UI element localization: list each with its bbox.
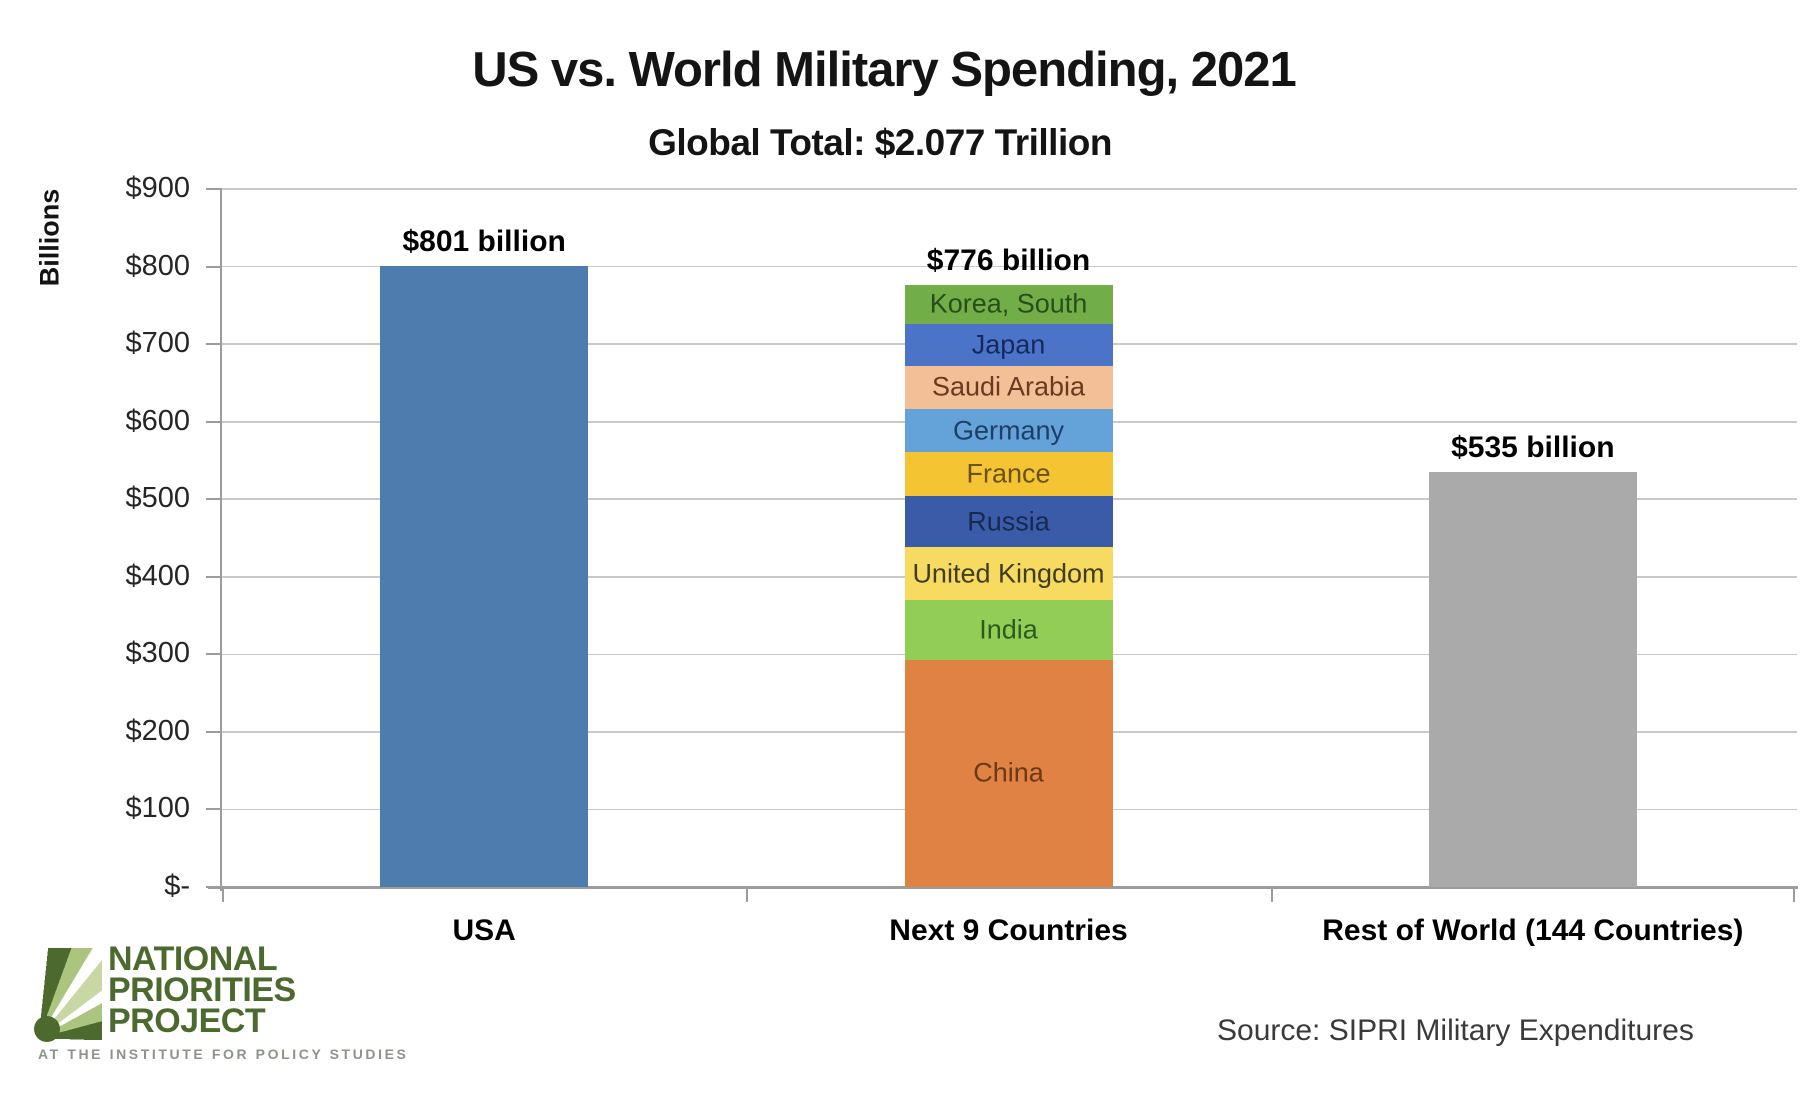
x-category-label: Next 9 Countries (889, 914, 1128, 947)
bar-segment-india: India (904, 600, 1113, 660)
npp-logo-line2: PRIORITIES (108, 971, 296, 1009)
gridline (222, 265, 1797, 268)
y-tick (206, 265, 222, 268)
y-tick (206, 575, 222, 578)
bar-segment-germany: Germany (904, 408, 1113, 453)
bar-segment-usa (380, 265, 589, 887)
x-axis-labels: USA Next 9 Countries Rest of World (144 Co… (222, 914, 1795, 954)
npp-logo-disc-icon (34, 1016, 60, 1042)
npp-logo: NATIONAL PRIORITIES PROJECT AT THE INSTI… (30, 940, 430, 1074)
x-tick (746, 889, 749, 902)
bar-segment-france: France (904, 452, 1113, 497)
source-text: Source: SIPRI Military Expenditures (1217, 1014, 1694, 1047)
npp-logo-line1: NATIONAL (108, 940, 278, 978)
bar-segment-russia: Russia (904, 496, 1113, 548)
npp-logo-line3: PROJECT (108, 1002, 266, 1040)
y-tick (206, 808, 222, 811)
y-tick-label: $900 (125, 172, 190, 204)
segment-label: United Kingdom (912, 558, 1105, 589)
bar-value-label: $776 billion (926, 243, 1091, 277)
x-axis-ticks (222, 889, 1795, 903)
bar-segment-saudi-arabia: Saudi Arabia (904, 365, 1113, 409)
chart-subtitle: Global Total: $2.077 Trillion (648, 122, 1112, 163)
y-tick (206, 343, 222, 346)
npp-logo-tagline: AT THE INSTITUTE FOR POLICY STUDIES (38, 1046, 409, 1062)
segment-label: Germany (952, 415, 1065, 446)
y-tick-label: $400 (125, 559, 190, 592)
y-tick (206, 188, 222, 190)
bar-segment-united-kingdom: United Kingdom (904, 547, 1113, 601)
x-tick (222, 889, 224, 902)
segment-label: India (979, 614, 1038, 645)
plot-area: $801 billion China India United Kingdom Russ… (222, 188, 1797, 887)
segment-label: Saudi Arabia (931, 371, 1086, 402)
x-category-label: USA (452, 914, 516, 947)
x-tick (1270, 889, 1273, 902)
y-tick (206, 653, 222, 656)
bar-segment-korea-south: Korea, South (904, 284, 1113, 324)
bar-value-label: $801 billion (402, 224, 566, 258)
y-tick-label: $800 (125, 249, 190, 282)
y-axis-line (220, 189, 222, 891)
npp-logo-rays-icon (34, 948, 102, 1042)
segment-label: Japan (971, 329, 1046, 360)
y-tick-label: $500 (125, 482, 190, 515)
y-tick-label: $100 (125, 792, 190, 825)
y-tick-label: $300 (125, 637, 190, 670)
segment-label: France (966, 458, 1051, 489)
x-axis-line (208, 886, 1798, 889)
segment-label: Korea, South (929, 288, 1088, 319)
bar-segment-rest-of-world-144-countries (1428, 472, 1637, 887)
y-tick-label: $- (164, 870, 190, 902)
y-tick-label: $600 (125, 404, 190, 437)
bar-segment-japan: Japan (904, 323, 1113, 366)
x-category-label: Rest of World (144 Countries) (1322, 914, 1744, 947)
bar-value-label: $535 billion (1451, 431, 1615, 465)
y-axis-labels: $900 $800 $700 $600 $500 $400 $300 $200 $100 $- (0, 172, 190, 902)
chart-title: US vs. World Military Spending, 2021 (472, 43, 1297, 97)
gridline (222, 188, 1797, 190)
x-tick (1793, 889, 1795, 902)
y-tick-label: $700 (125, 327, 190, 360)
npp-logo-text: NATIONAL PRIORITIES PROJECT (108, 940, 296, 1040)
segment-label: Russia (967, 506, 1050, 537)
bar-segment-china: China (904, 659, 1113, 887)
y-tick (206, 498, 222, 501)
segment-label: China (973, 757, 1044, 788)
y-tick (206, 730, 222, 733)
y-tick-label: $200 (125, 714, 190, 747)
y-tick (206, 420, 222, 423)
